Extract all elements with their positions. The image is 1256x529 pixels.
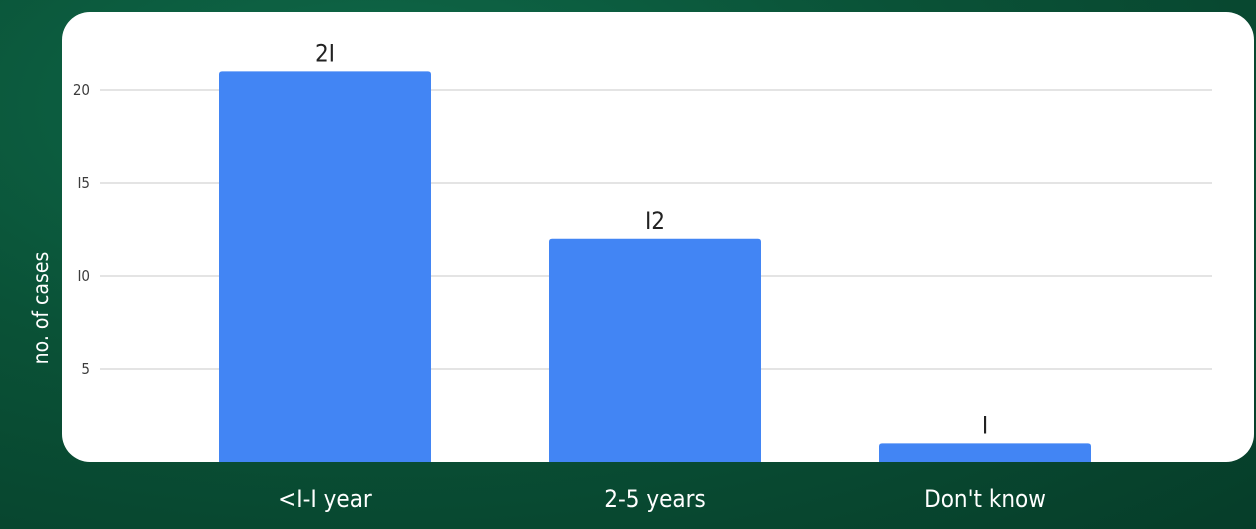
- bar: [549, 238, 761, 462]
- category-label: 2-5 years: [604, 485, 706, 513]
- bar: [219, 71, 431, 463]
- bar: [879, 443, 1091, 462]
- y-tick-label: 5: [81, 360, 90, 378]
- data-label: I: [982, 411, 988, 439]
- category-label: Don't know: [924, 485, 1046, 513]
- data-label: I2: [645, 207, 665, 235]
- data-labels: 2I I2 I: [315, 39, 988, 439]
- y-tick-label: I0: [77, 267, 90, 285]
- bars: [219, 71, 1091, 463]
- y-tick-labels: 5 I0 I5 20: [73, 81, 90, 378]
- y-tick-label: I5: [77, 174, 90, 192]
- data-label: 2I: [315, 39, 335, 67]
- y-tick-label: 20: [73, 81, 90, 99]
- category-labels: <I-I year 2-5 years Don't know: [278, 485, 1046, 513]
- category-label: <I-I year: [278, 485, 372, 513]
